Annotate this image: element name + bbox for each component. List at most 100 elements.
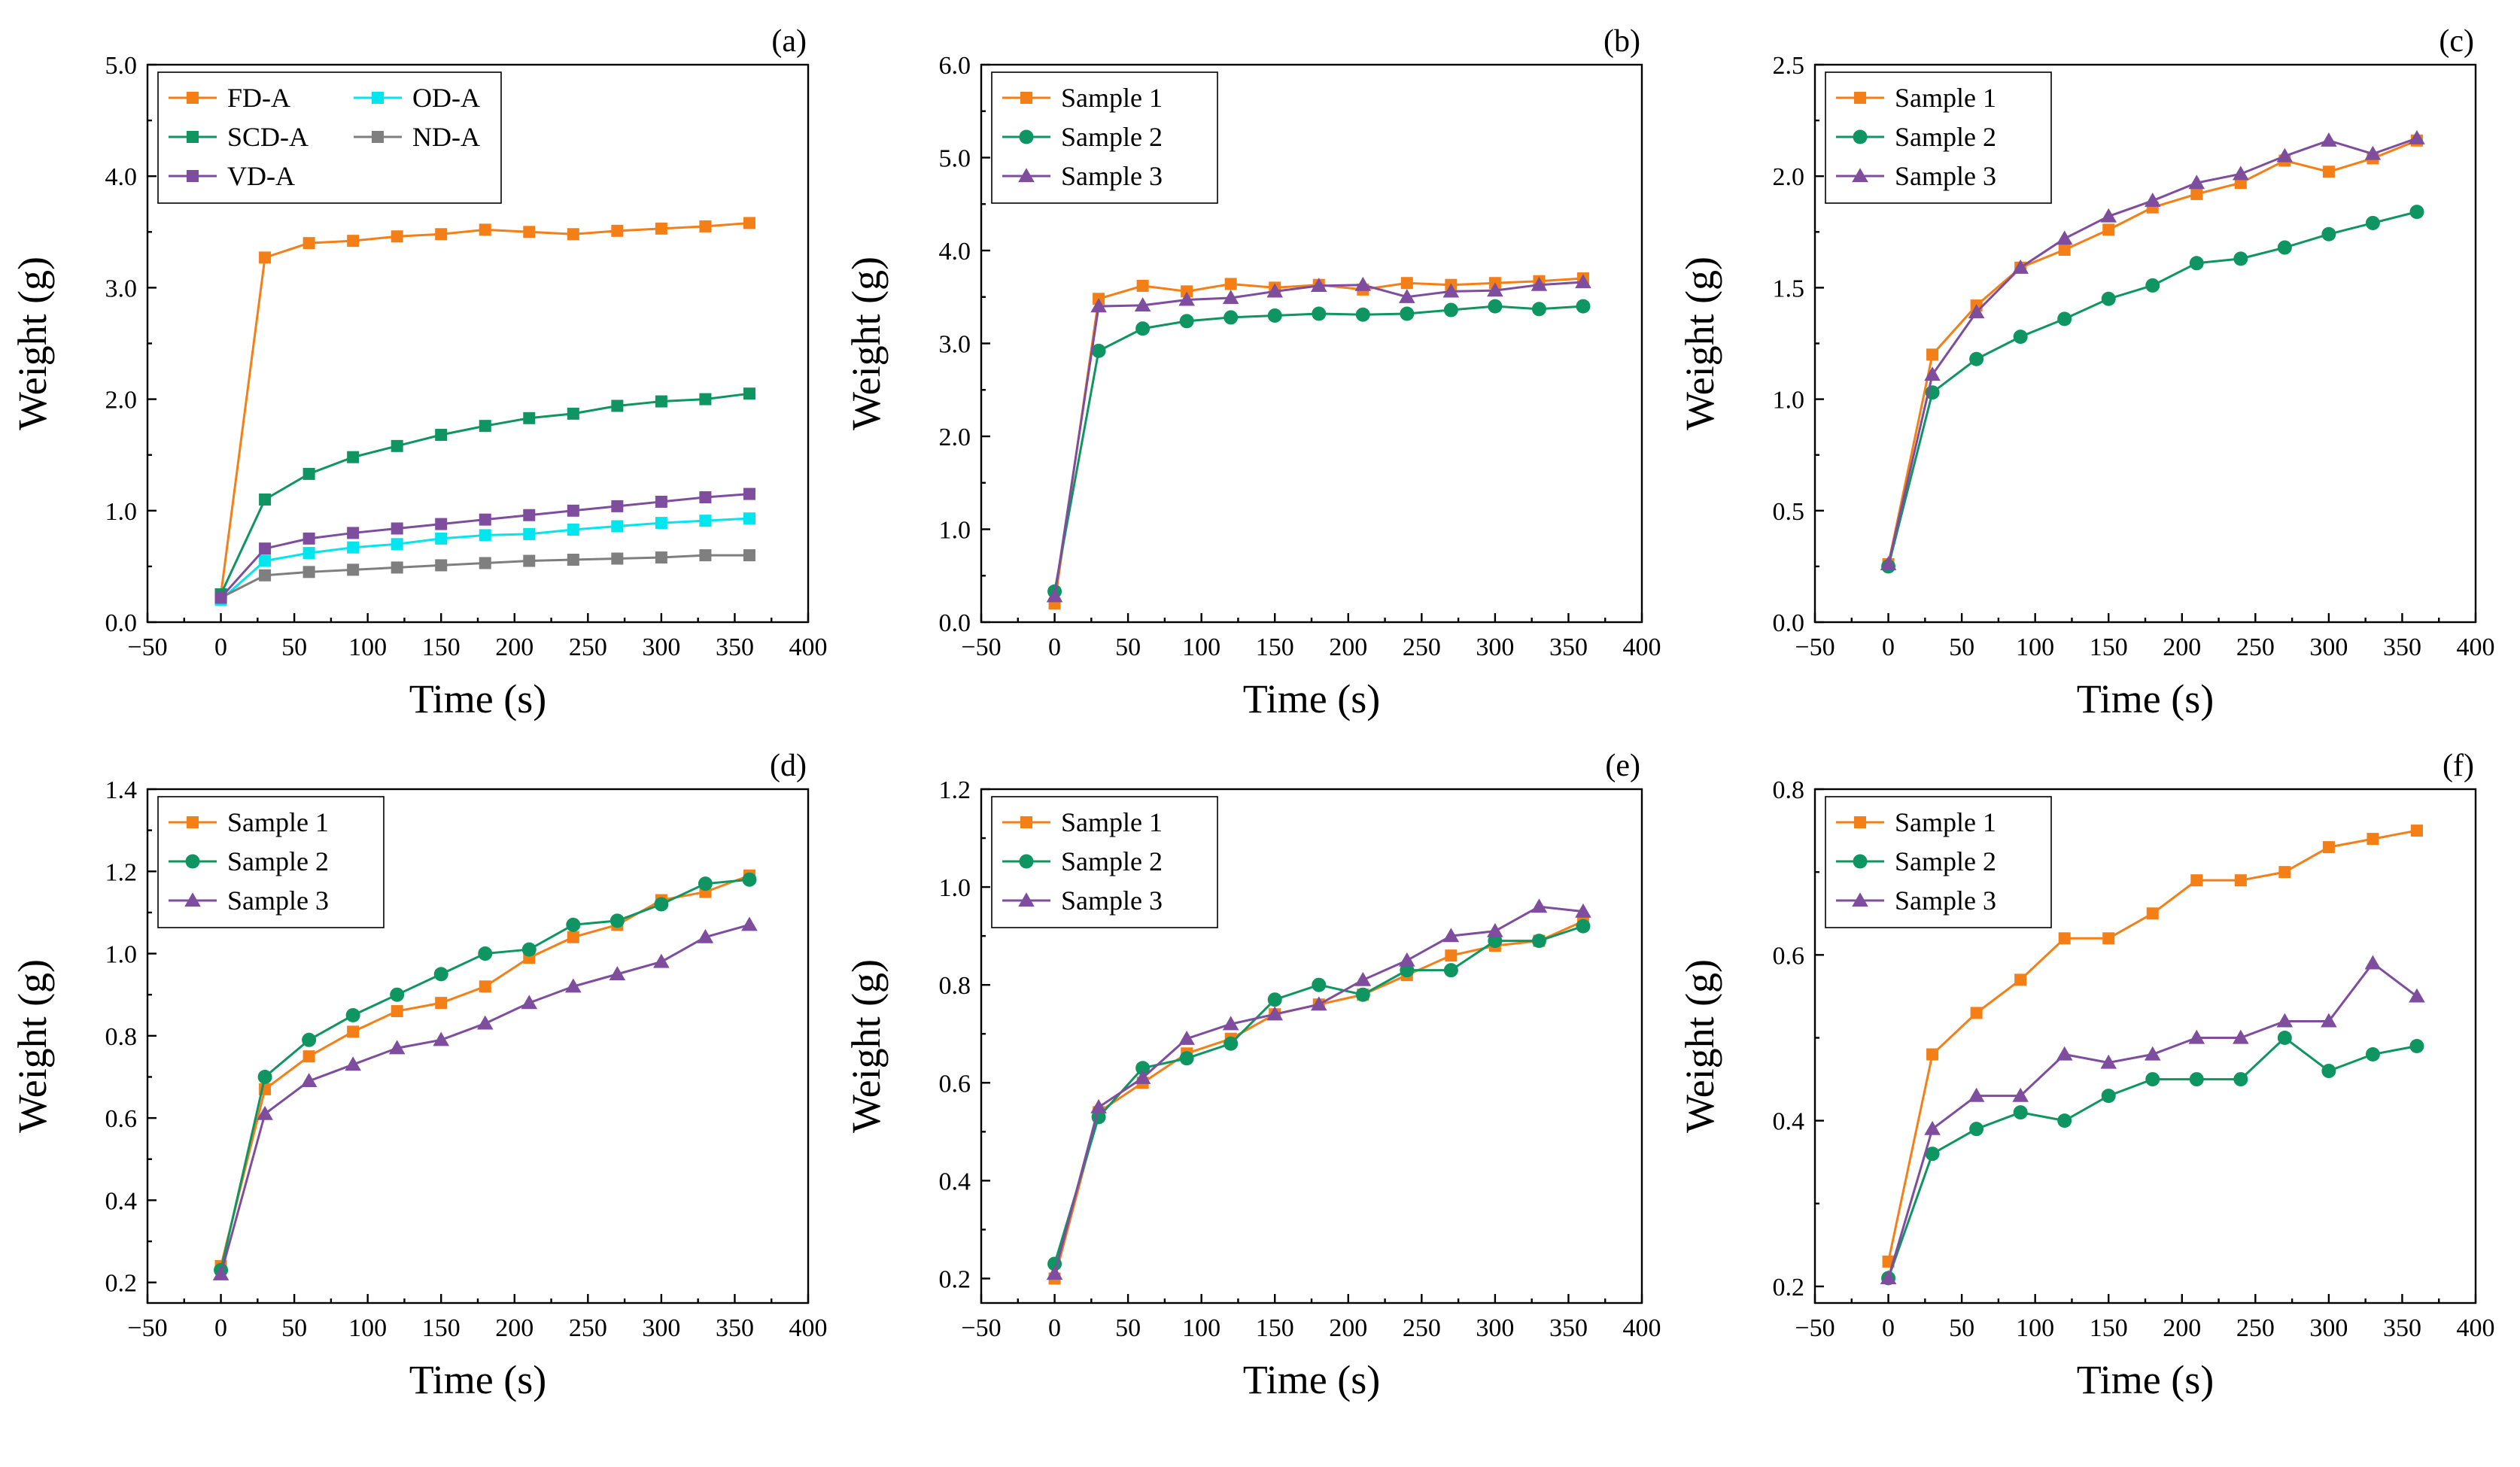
data-point-circle <box>2233 1072 2248 1087</box>
data-point-square <box>699 393 712 405</box>
legend-item: FD-A <box>169 83 290 113</box>
data-point-square <box>2278 866 2291 879</box>
data-point-square <box>347 235 360 248</box>
x-tick-label: 400 <box>2457 633 2495 661</box>
y-axis-title: Weight (g) <box>844 257 889 430</box>
data-point-circle <box>698 876 713 891</box>
data-point-square <box>1926 1048 1939 1061</box>
data-point-square <box>743 549 755 562</box>
x-tick-label: 300 <box>2309 633 2348 661</box>
legend-label: Sample 3 <box>1895 885 1996 916</box>
data-point-triangle <box>433 1031 450 1046</box>
data-point-triangle <box>1399 288 1415 303</box>
legend-label: Sample 3 <box>227 885 329 916</box>
data-point-triangle <box>1310 278 1327 293</box>
data-point-circle <box>1488 934 1503 949</box>
data-point-square <box>655 551 667 564</box>
legend-label: Sample 3 <box>1895 161 1996 191</box>
data-point-circle <box>2321 226 2336 241</box>
legend-label: Sample 2 <box>227 846 329 876</box>
data-point-circle <box>1443 963 1458 978</box>
data-point-triangle <box>1880 556 1897 571</box>
data-point-square <box>611 399 624 412</box>
data-point-triangle <box>1575 274 1591 289</box>
data-point-triangle <box>1266 283 1284 298</box>
data-point-square <box>302 1050 315 1063</box>
data-point-square <box>2190 874 2203 887</box>
data-point-circle <box>2277 240 2292 255</box>
chart-panel-f: −50 0 50 100 150 200 250 300 350 400 0.2 0.4 0.6 0.8 T… <box>1677 749 2495 1402</box>
series-vd-a <box>214 487 755 604</box>
data-point-square <box>435 228 448 241</box>
data-point-square <box>187 92 199 104</box>
x-tick-label: 150 <box>1256 633 1294 661</box>
y-tick-label: 3.0 <box>939 331 971 359</box>
series-sample-3 <box>1046 898 1591 1280</box>
data-point-square <box>611 500 624 512</box>
data-point-triangle <box>1222 1016 1239 1031</box>
data-point-square <box>2234 874 2247 887</box>
y-tick-label: 2.0 <box>105 387 138 415</box>
data-point-triangle <box>2056 230 2073 245</box>
data-point-square <box>187 170 199 182</box>
series-sample-3 <box>1046 274 1591 603</box>
data-point-triangle <box>2188 1029 2205 1044</box>
data-point-square <box>743 217 755 229</box>
x-tick-label: 300 <box>642 1314 680 1342</box>
x-tick-label: 50 <box>1949 633 1974 661</box>
data-point-square <box>2058 932 2071 945</box>
data-point-square <box>259 542 272 555</box>
data-point-square <box>187 816 199 828</box>
legend-label: Sample 1 <box>1061 807 1163 837</box>
legend-label: Sample 1 <box>227 807 329 837</box>
legend-item: Sample 2 <box>1002 122 1163 152</box>
data-point-triangle <box>2321 1013 2337 1028</box>
data-point-square <box>743 387 755 400</box>
data-point-square <box>302 532 315 545</box>
data-point-triangle <box>1924 366 1941 381</box>
data-point-triangle <box>2276 1013 2294 1028</box>
data-point-square <box>699 549 712 562</box>
data-point-circle <box>1135 1061 1151 1076</box>
data-point-square <box>523 509 536 521</box>
legend-label: Sample 3 <box>1061 885 1163 916</box>
data-point-circle <box>257 1069 272 1084</box>
data-point-triangle <box>1487 282 1503 297</box>
y-tick-label: 0.8 <box>105 1023 138 1051</box>
data-point-circle <box>1925 1147 1940 1162</box>
legend-item: Sample 3 <box>1836 161 1996 191</box>
series-line <box>220 493 750 599</box>
data-point-circle <box>2013 330 2028 345</box>
data-point-square <box>1970 1007 1983 1019</box>
data-point-triangle <box>2188 175 2205 190</box>
y-tick-label: 0.4 <box>939 1168 971 1195</box>
data-point-square <box>435 559 448 572</box>
series-line <box>1887 961 2418 1279</box>
data-point-circle <box>2365 215 2380 230</box>
data-point-circle <box>1355 987 1370 1002</box>
data-point-circle <box>742 872 757 887</box>
x-axis-title: Time (s) <box>1243 1357 1381 1402</box>
data-point-triangle <box>2144 1046 2161 1061</box>
legend-label: Sample 2 <box>1895 846 1996 876</box>
data-point-triangle <box>565 978 582 993</box>
data-point-square <box>567 504 579 517</box>
data-point-circle <box>1135 321 1151 336</box>
x-tick-label: 0 <box>214 633 227 661</box>
data-point-circle <box>1091 343 1106 358</box>
data-point-circle <box>1443 302 1458 317</box>
x-tick-label: 200 <box>2163 1314 2201 1342</box>
data-point-square <box>611 224 624 237</box>
data-point-square <box>259 569 272 582</box>
data-point-square <box>1020 816 1032 828</box>
y-tick-label: 1.4 <box>105 776 138 804</box>
x-tick-label: 200 <box>2163 633 2201 661</box>
data-point-square <box>302 566 315 579</box>
legend-item: Sample 2 <box>1836 122 1996 152</box>
data-point-square <box>2410 825 2423 837</box>
data-point-triangle <box>1134 1069 1151 1084</box>
data-point-circle <box>1355 307 1370 322</box>
legend-item: OD-A <box>354 83 480 113</box>
x-tick-label: 250 <box>1403 633 1441 661</box>
data-point-square <box>1136 279 1149 292</box>
